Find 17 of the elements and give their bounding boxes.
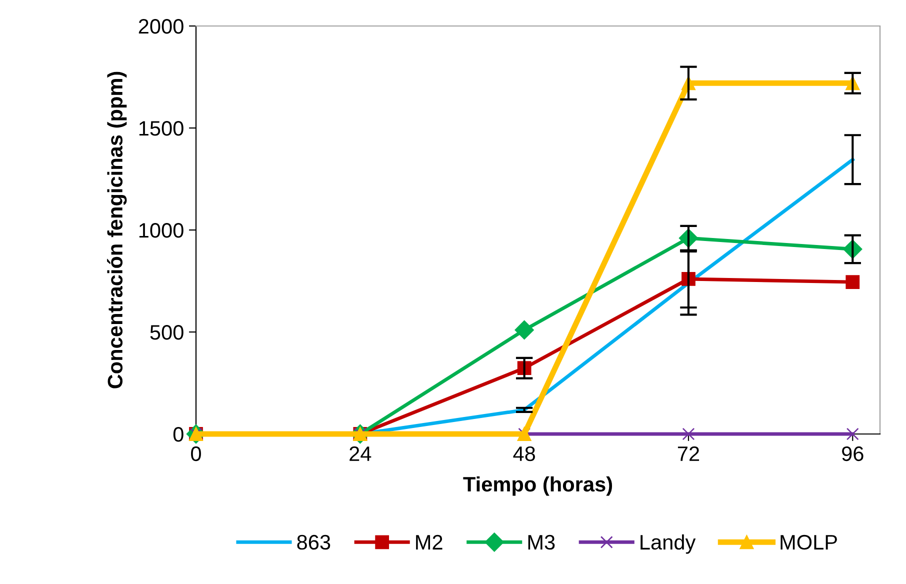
x-tick-label: 48 — [513, 446, 535, 462]
y-tick-label: 2000 — [138, 19, 184, 34]
legend-label: Landy — [640, 534, 696, 554]
y-tick-label: 0 — [173, 427, 184, 442]
x-tick-label: 72 — [678, 446, 700, 461]
x-tick-label: 24 — [350, 446, 372, 461]
x-tick-label: 96 — [842, 446, 864, 462]
y-axis-title: Concentración fengicinas (ppm) — [107, 72, 127, 388]
y-tick-label: 500 — [150, 325, 184, 340]
y-tick-label: 1000 — [139, 223, 184, 238]
x-tick-label: 0 — [191, 446, 201, 462]
legend-label: MOLP — [780, 534, 837, 550]
y-tick-label: 1500 — [139, 121, 184, 136]
legend-label: M2 — [416, 534, 442, 550]
legend-label: 863 — [297, 534, 330, 550]
x-axis-title: Tiempo (horas) — [463, 476, 612, 496]
legend-label: M3 — [528, 534, 555, 550]
